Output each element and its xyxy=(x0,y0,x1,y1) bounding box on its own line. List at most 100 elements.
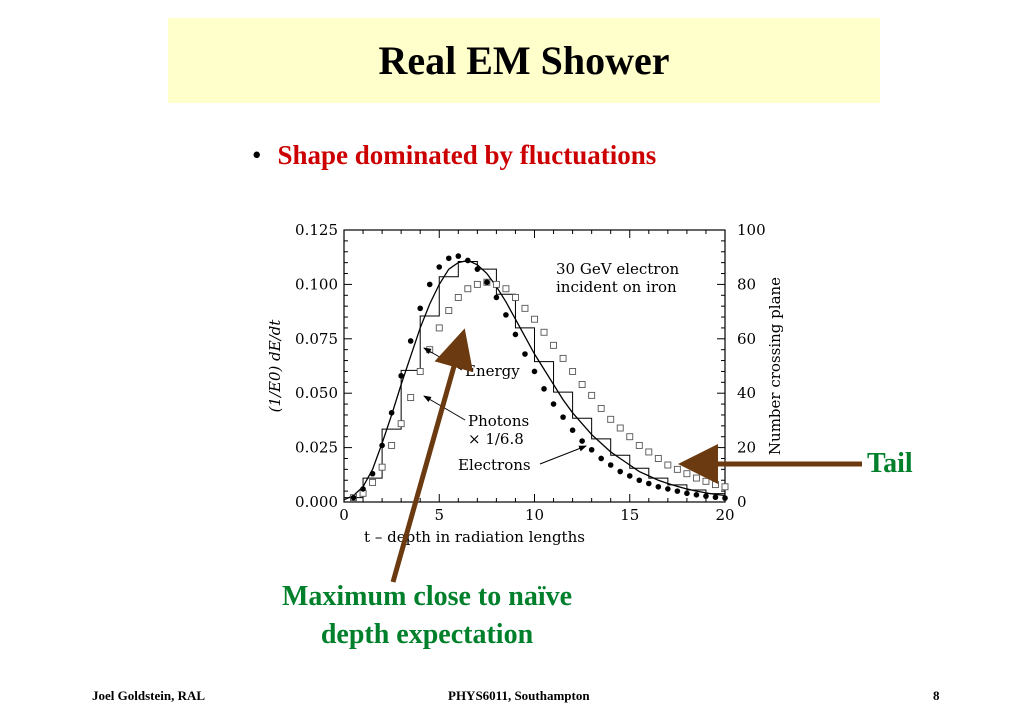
electron-point xyxy=(693,492,700,498)
photon-point xyxy=(407,394,415,402)
photon-point xyxy=(416,367,424,375)
energy-histogram xyxy=(344,261,725,499)
photon-point xyxy=(645,448,653,456)
y-tick-label: 0.125 xyxy=(295,221,338,239)
photon-point xyxy=(369,478,377,486)
photon-point xyxy=(683,470,691,478)
electron-point xyxy=(722,495,728,501)
y2-tick-label: 100 xyxy=(737,221,766,239)
photon-point xyxy=(550,341,557,349)
title-box: Real EM Shower xyxy=(168,18,880,103)
electron-point xyxy=(388,409,395,416)
photon-point xyxy=(435,324,443,332)
photons-annotation-line1: Photons xyxy=(468,412,529,430)
electron-point xyxy=(465,257,471,264)
max-note-line2: depth expectation xyxy=(320,619,534,650)
photon-point xyxy=(692,474,700,482)
photon-point xyxy=(521,304,529,312)
photon-point xyxy=(578,381,586,388)
electron-point xyxy=(350,494,357,501)
electron-point xyxy=(655,483,662,490)
photon-point xyxy=(635,441,643,449)
annotation-arrows xyxy=(390,328,862,583)
bullet-item: • Shape dominated by fluctuations xyxy=(252,140,656,171)
electron-point xyxy=(550,401,557,407)
photon-point xyxy=(702,477,710,485)
photon-point xyxy=(512,294,519,301)
electron-point xyxy=(569,427,576,433)
electron-point xyxy=(493,294,500,301)
y2-axis-label: Number crossing plane xyxy=(766,277,784,455)
photon-point xyxy=(721,483,729,491)
electron-point xyxy=(503,312,509,318)
x-tick-label: 15 xyxy=(620,506,639,524)
photon-point xyxy=(607,415,615,423)
electron-point xyxy=(588,446,595,453)
electron-point xyxy=(674,488,681,494)
photon-point xyxy=(531,315,538,323)
electron-point xyxy=(684,490,690,497)
electron-point xyxy=(426,281,433,288)
energy-curve xyxy=(343,259,726,501)
photon-point xyxy=(502,285,510,293)
y-axis-label: (1/E0) dE/dt xyxy=(266,319,284,413)
photon-point xyxy=(492,280,500,288)
electrons-annotation: Electrons xyxy=(458,456,531,474)
y-tick-label: 0.025 xyxy=(295,439,338,457)
photons-annotation-line2: × 1/6.8 xyxy=(468,430,524,448)
electron-point xyxy=(607,462,614,468)
electron-point xyxy=(512,331,519,338)
electron-point xyxy=(665,486,671,492)
electrons-pointer xyxy=(539,445,587,465)
electron-point xyxy=(360,486,366,492)
y-tick-label: 0.050 xyxy=(295,384,338,402)
electron-point xyxy=(712,494,719,501)
x-tick-label: 20 xyxy=(715,506,734,524)
y2-tick-label: 80 xyxy=(737,275,756,293)
electron-point xyxy=(646,480,652,487)
photon-point xyxy=(559,354,567,362)
electron-point xyxy=(436,264,443,270)
photon-point xyxy=(654,455,662,462)
shower-profile-chart: 0 5 10 15 200.0000.0250.0500.0750.1000.12502… xyxy=(266,221,784,546)
photon-point xyxy=(616,424,624,432)
footer-course: PHYS6011, Southampton xyxy=(448,688,590,703)
y2-tick-label: 40 xyxy=(737,384,756,402)
electron-point xyxy=(484,279,490,286)
electron-point xyxy=(617,468,624,475)
electron-point xyxy=(407,338,414,344)
photon-point xyxy=(673,465,681,473)
photon-point xyxy=(540,328,548,336)
y-tick-label: 0.100 xyxy=(295,275,338,293)
photon-point xyxy=(454,294,462,301)
footer-page-number: 8 xyxy=(933,688,940,703)
photon-point xyxy=(473,280,481,288)
electron-point xyxy=(560,414,566,420)
electron-point xyxy=(455,253,462,259)
x-tick-label: 0 xyxy=(339,506,349,524)
footer-author: Joel Goldstein, RAL xyxy=(92,688,206,703)
tail-label: Tail xyxy=(867,448,913,479)
photon-point xyxy=(712,481,719,489)
x-tick-label: 10 xyxy=(525,506,544,524)
chart-inset-line1: 30 GeV electron xyxy=(556,260,679,278)
y2-tick-label: 20 xyxy=(737,439,756,457)
electron-point xyxy=(703,493,709,499)
photon-point xyxy=(626,433,634,441)
electron-point xyxy=(531,368,538,375)
electron-point xyxy=(398,372,404,379)
electron-point xyxy=(626,473,633,479)
bullet-text: Shape dominated by fluctuations xyxy=(277,140,657,170)
photon-point xyxy=(588,391,596,399)
y-tick-label: 0.000 xyxy=(295,493,338,511)
electron-point xyxy=(445,255,452,262)
bullet-dot: • xyxy=(252,140,262,170)
electron-point xyxy=(579,438,585,444)
electron-point xyxy=(522,351,528,357)
electron-point xyxy=(379,442,385,449)
x-tick-label: 5 xyxy=(434,506,444,524)
photon-point xyxy=(664,461,672,469)
max-arrow xyxy=(390,328,474,583)
electron-point xyxy=(636,477,643,484)
